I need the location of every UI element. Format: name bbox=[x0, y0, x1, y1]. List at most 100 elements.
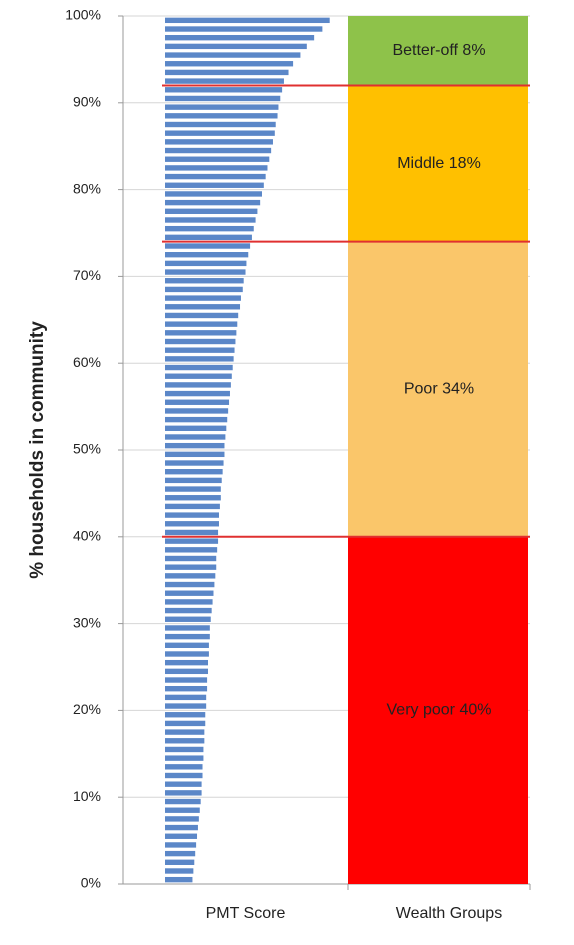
pmt-bar bbox=[165, 364, 233, 371]
pmt-bar bbox=[165, 764, 203, 770]
pmt-bar bbox=[165, 78, 284, 84]
pmt-bar bbox=[165, 824, 198, 831]
pmt-bar bbox=[165, 234, 252, 241]
pmt-bar bbox=[165, 182, 264, 188]
pmt-bar bbox=[165, 651, 209, 657]
y-tick-label: 70% bbox=[73, 267, 101, 283]
y-axis-label: % households in community bbox=[27, 321, 48, 579]
pmt-bar bbox=[165, 347, 235, 353]
pmt-bar bbox=[165, 677, 208, 683]
pmt-bar bbox=[165, 833, 198, 839]
y-tick-label: 20% bbox=[73, 701, 101, 717]
pmt-bar bbox=[165, 191, 262, 197]
pmt-bar bbox=[165, 607, 212, 614]
pmt-bar bbox=[165, 738, 205, 744]
pmt-bar bbox=[165, 599, 213, 605]
pmt-bar bbox=[165, 17, 330, 24]
pmt-bar bbox=[165, 121, 276, 128]
pmt-bar bbox=[165, 173, 266, 180]
pmt-bar bbox=[165, 35, 315, 41]
pmt-bar bbox=[165, 581, 215, 588]
pmt-bar bbox=[165, 495, 221, 501]
y-tick-label: 50% bbox=[73, 441, 101, 457]
pmt-bar bbox=[165, 529, 219, 536]
pmt-bar bbox=[165, 425, 227, 431]
pmt-bar bbox=[165, 312, 239, 319]
pmt-bar bbox=[165, 616, 211, 622]
x-tick-label: Wealth Groups bbox=[396, 905, 502, 922]
pmt-bar bbox=[165, 61, 294, 67]
pmt-bar bbox=[165, 147, 272, 154]
y-tick-label: 40% bbox=[73, 528, 101, 544]
wealth-group-segment bbox=[348, 16, 528, 86]
pmt-bar bbox=[165, 338, 236, 345]
pmt-bar bbox=[165, 451, 225, 458]
pmt-bar bbox=[165, 113, 278, 119]
pmt-bar bbox=[165, 668, 209, 675]
pmt-bar bbox=[165, 625, 210, 631]
pmt-bar bbox=[165, 278, 244, 284]
pmt-bar bbox=[165, 165, 268, 171]
pmt-bar bbox=[165, 686, 208, 692]
pmt-bar bbox=[165, 87, 283, 93]
wealth-group-label: Middle 18% bbox=[397, 155, 481, 172]
y-tick-label: 10% bbox=[73, 788, 101, 804]
pmt-bar bbox=[165, 225, 254, 232]
wealth-group-label: Very poor 40% bbox=[387, 702, 492, 719]
wealth-group-segment bbox=[348, 241, 528, 537]
y-tick-label: 0% bbox=[81, 875, 101, 891]
pmt-bar bbox=[165, 382, 231, 388]
y-tick-label: 30% bbox=[73, 614, 101, 630]
y-tick-label: 100% bbox=[65, 7, 101, 23]
pmt-bar bbox=[165, 330, 237, 336]
wealth-group-label: Poor 34% bbox=[404, 380, 474, 397]
pmt-bar bbox=[165, 868, 194, 874]
pmt-bar bbox=[165, 269, 246, 275]
pmt-bar bbox=[165, 703, 207, 709]
x-tick-label: PMT Score bbox=[206, 905, 286, 922]
pmt-bar bbox=[165, 217, 256, 223]
pmt-bar bbox=[165, 720, 206, 727]
pmt-bar bbox=[165, 399, 230, 405]
pmt-bar bbox=[165, 104, 279, 110]
pmt-bar bbox=[165, 295, 241, 301]
pmt-bar bbox=[165, 842, 197, 848]
pmt-bar bbox=[165, 130, 275, 136]
pmt-bar bbox=[165, 43, 307, 50]
pmt-bar bbox=[165, 694, 207, 701]
pmt-bar bbox=[165, 790, 202, 796]
pmt-bar bbox=[165, 199, 261, 206]
pmt-bar bbox=[165, 642, 209, 648]
pmt-bar bbox=[165, 564, 217, 570]
pmt-bar bbox=[165, 26, 323, 32]
pmt-bar bbox=[165, 555, 217, 562]
y-tick-label: 60% bbox=[73, 354, 101, 370]
pmt-bar bbox=[165, 243, 251, 249]
y-tick-label: 90% bbox=[73, 94, 101, 110]
pmt-bar bbox=[165, 416, 228, 423]
pmt-bar bbox=[165, 850, 196, 857]
pmt-bar bbox=[165, 746, 204, 753]
pmt-bar bbox=[165, 512, 219, 518]
pmt-bar bbox=[165, 95, 281, 102]
pmt-bar bbox=[165, 460, 224, 466]
pmt-bar bbox=[165, 69, 289, 76]
pmt-bar bbox=[165, 590, 214, 596]
pmt-bar bbox=[165, 816, 199, 822]
pmt-bar bbox=[165, 807, 200, 813]
pmt-bar bbox=[165, 286, 243, 293]
pmt-bar bbox=[165, 772, 203, 779]
pmt-bar bbox=[165, 139, 273, 145]
pmt-bar bbox=[165, 260, 247, 267]
pmt-bar bbox=[165, 659, 209, 666]
pmt-bar bbox=[165, 442, 225, 449]
pmt-bar bbox=[165, 781, 202, 787]
wealth-group-segment bbox=[348, 85, 528, 242]
pmt-bar bbox=[165, 434, 226, 440]
wealth-group-label: Better-off 8% bbox=[392, 42, 485, 59]
pmt-bar bbox=[165, 633, 210, 640]
pmt-bar bbox=[165, 52, 301, 58]
pmt-bar bbox=[165, 208, 258, 214]
pmt-bar bbox=[165, 477, 222, 484]
